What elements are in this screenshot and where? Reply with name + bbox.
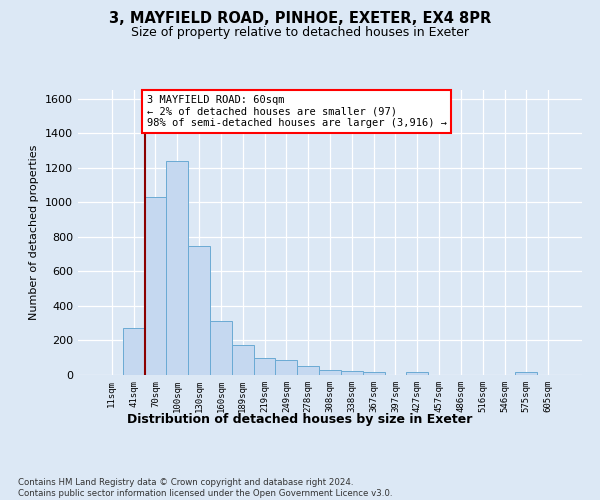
Text: 3 MAYFIELD ROAD: 60sqm
← 2% of detached houses are smaller (97)
98% of semi-deta: 3 MAYFIELD ROAD: 60sqm ← 2% of detached … xyxy=(147,95,447,128)
Bar xyxy=(210,322,232,375)
Bar xyxy=(341,370,363,375)
Bar xyxy=(406,372,428,375)
Text: Size of property relative to detached houses in Exeter: Size of property relative to detached ho… xyxy=(131,26,469,39)
Bar xyxy=(232,345,254,375)
Text: 3, MAYFIELD ROAD, PINHOE, EXETER, EX4 8PR: 3, MAYFIELD ROAD, PINHOE, EXETER, EX4 8P… xyxy=(109,11,491,26)
Bar xyxy=(123,328,145,375)
Y-axis label: Number of detached properties: Number of detached properties xyxy=(29,145,40,320)
Bar xyxy=(363,372,385,375)
Bar xyxy=(319,370,341,375)
Bar xyxy=(297,366,319,375)
Bar xyxy=(254,358,275,375)
Bar xyxy=(275,360,297,375)
Bar xyxy=(145,197,166,375)
Bar xyxy=(188,246,210,375)
Text: Contains HM Land Registry data © Crown copyright and database right 2024.
Contai: Contains HM Land Registry data © Crown c… xyxy=(18,478,392,498)
Bar xyxy=(515,372,537,375)
Text: Distribution of detached houses by size in Exeter: Distribution of detached houses by size … xyxy=(127,412,473,426)
Bar xyxy=(166,161,188,375)
